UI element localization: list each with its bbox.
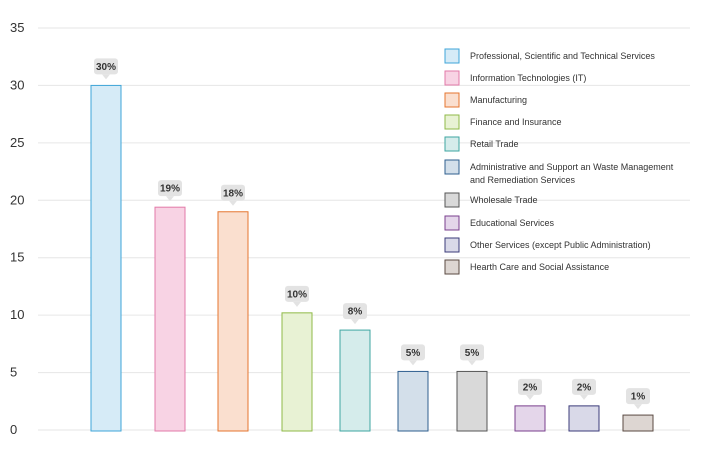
data-label: 2% xyxy=(572,378,596,400)
data-label-bubble xyxy=(460,344,484,361)
legend-swatch xyxy=(444,48,460,64)
data-label-pointer xyxy=(634,404,642,410)
legend-item: Administrative and Support an Waste Mana… xyxy=(444,159,674,185)
y-tick-label: 15 xyxy=(10,250,24,265)
legend-item: Other Services (except Public Administra… xyxy=(444,237,651,253)
bar xyxy=(90,84,122,432)
data-label-text: 2% xyxy=(577,382,592,393)
data-label-pointer xyxy=(351,319,359,325)
data-label-text: 2% xyxy=(523,382,538,393)
data-label-text: 5% xyxy=(406,348,421,359)
legend-swatch xyxy=(444,215,460,231)
data-label: 8% xyxy=(343,303,367,325)
y-tick-label: 5 xyxy=(10,365,17,380)
legend-item: Professional, Scientific and Technical S… xyxy=(444,48,655,64)
y-tick-label: 10 xyxy=(10,307,24,322)
data-label-text: 10% xyxy=(287,289,307,300)
data-label-pointer xyxy=(580,394,588,400)
data-label: 5% xyxy=(460,344,484,366)
legend-label: Administrative and Support an Waste Mana… xyxy=(470,162,674,172)
legend-label: Manufacturing xyxy=(470,95,527,105)
data-label: 30% xyxy=(94,58,118,80)
bar xyxy=(339,329,371,432)
data-label-bubble xyxy=(221,184,245,201)
data-label-bubble xyxy=(518,378,542,395)
data-label: 1% xyxy=(626,388,650,410)
y-tick-label: 20 xyxy=(10,192,24,207)
data-label-text: 19% xyxy=(160,184,180,195)
legend-item: Wholesale Trade xyxy=(444,192,538,208)
data-label-pointer xyxy=(166,196,174,202)
bar xyxy=(281,312,313,432)
bar xyxy=(456,370,488,432)
data-label-bubble xyxy=(158,180,182,197)
data-label-pointer xyxy=(293,301,301,307)
data-label: 18% xyxy=(221,184,245,206)
legend-label: and Remediation Services xyxy=(470,175,576,185)
y-tick-label: 30 xyxy=(10,77,24,92)
data-label-pointer xyxy=(526,394,534,400)
data-label-pointer xyxy=(102,74,110,80)
legend-label: Finance and Insurance xyxy=(470,117,562,127)
data-label-bubble xyxy=(94,58,118,75)
legend-swatch xyxy=(444,237,460,253)
legend-item: Finance and Insurance xyxy=(444,114,562,130)
legend-item: Retail Trade xyxy=(444,136,519,152)
bar xyxy=(622,414,654,432)
data-label-pointer xyxy=(409,360,417,366)
data-label-text: 1% xyxy=(631,392,646,403)
data-label-pointer xyxy=(468,360,476,366)
legend-swatch xyxy=(444,70,460,86)
legend-item: Educational Services xyxy=(444,215,555,231)
legend-label: Wholesale Trade xyxy=(470,195,538,205)
y-tick-label: 25 xyxy=(10,135,24,150)
legend-label: Retail Trade xyxy=(470,139,519,149)
legend-swatch xyxy=(444,192,460,208)
legend-item: Information Technologies (IT) xyxy=(444,70,586,86)
y-tick-label: 35 xyxy=(10,20,24,35)
bar xyxy=(397,370,429,432)
legend-swatch xyxy=(444,259,460,275)
data-label-bubble xyxy=(343,303,367,320)
legend-label: Hearth Care and Social Assistance xyxy=(470,262,609,272)
data-label: 19% xyxy=(158,180,182,202)
legend-swatch xyxy=(444,159,460,175)
legend-label: Educational Services xyxy=(470,218,555,228)
data-label-text: 18% xyxy=(223,188,243,199)
data-label-bubble xyxy=(572,378,596,395)
legend-swatch xyxy=(444,114,460,130)
data-label: 5% xyxy=(401,344,425,366)
data-label-text: 5% xyxy=(465,348,480,359)
bars xyxy=(90,84,654,432)
bar xyxy=(514,405,546,432)
legend-label: Other Services (except Public Administra… xyxy=(470,240,651,250)
bar xyxy=(217,211,249,432)
data-label: 10% xyxy=(285,285,309,307)
bar xyxy=(154,206,186,432)
data-label: 2% xyxy=(518,378,542,400)
legend-item: Manufacturing xyxy=(444,92,527,108)
data-label-bubble xyxy=(401,344,425,361)
legend-label: Professional, Scientific and Technical S… xyxy=(470,51,655,61)
bar xyxy=(568,405,600,432)
data-labels: 30% 19% 18% 10% 8% 5% 5% 2% 2% 1% xyxy=(94,58,650,410)
y-tick-label: 0 xyxy=(10,422,17,437)
legend-swatch xyxy=(444,92,460,108)
data-label-text: 8% xyxy=(348,307,363,318)
legend: Professional, Scientific and Technical S… xyxy=(444,48,674,275)
data-label-bubble xyxy=(285,285,309,302)
data-label-pointer xyxy=(229,200,237,206)
legend-label: Information Technologies (IT) xyxy=(470,73,586,83)
data-label-text: 30% xyxy=(96,62,116,73)
legend-item: Hearth Care and Social Assistance xyxy=(444,259,609,275)
y-axis-ticks: 0 5 10 15 20 25 30 35 xyxy=(10,20,24,437)
data-label-bubble xyxy=(626,388,650,405)
legend-swatch xyxy=(444,136,460,152)
